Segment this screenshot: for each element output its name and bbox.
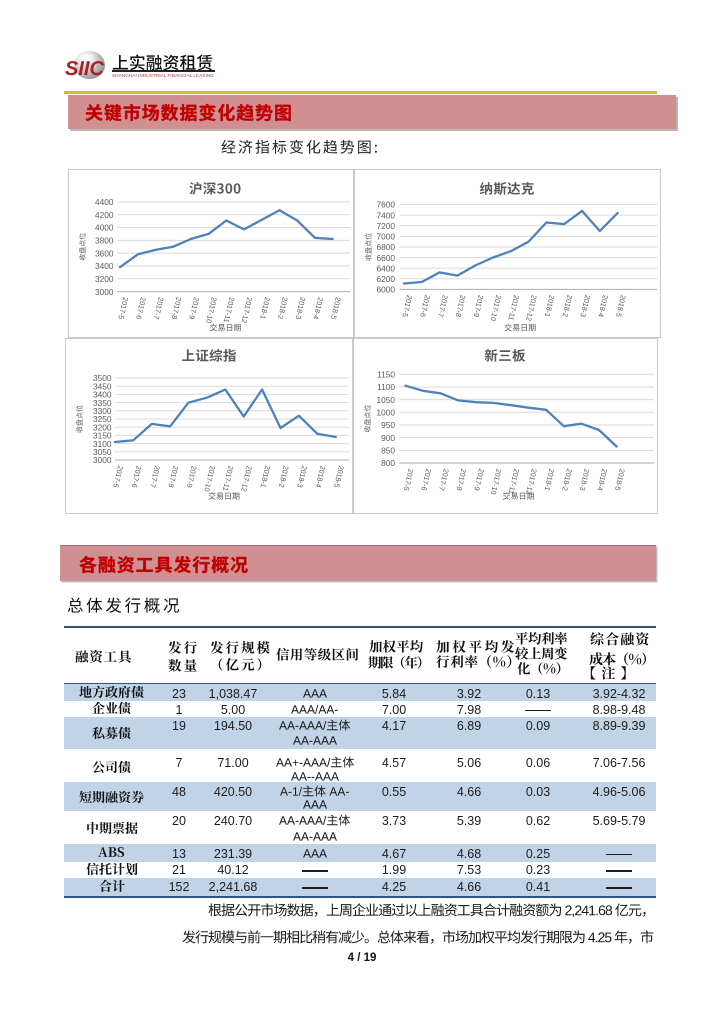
svg-text:2017-12: 2017-12 [240, 296, 255, 324]
svg-text:2017-5: 2017-5 [116, 296, 130, 320]
svg-text:1000: 1000 [377, 408, 396, 418]
svg-text:2018-4: 2018-4 [314, 465, 328, 489]
svg-text:2017-10: 2017-10 [204, 296, 219, 324]
svg-text:3100: 3100 [93, 439, 112, 449]
svg-text:3150: 3150 [93, 431, 112, 441]
svg-text:2017-8: 2017-8 [167, 465, 181, 489]
svg-text:2018-5: 2018-5 [332, 465, 346, 489]
svg-text:4200: 4200 [95, 210, 114, 220]
svg-text:2017-11: 2017-11 [221, 465, 236, 492]
svg-text:2017-9: 2017-9 [472, 468, 486, 492]
svg-text:2018-1: 2018-1 [258, 296, 272, 320]
svg-text:2017-7: 2017-7 [152, 296, 166, 320]
svg-text:4000: 4000 [95, 223, 114, 233]
svg-text:2017-11: 2017-11 [507, 468, 522, 495]
svg-text:3450: 3450 [93, 381, 112, 391]
svg-text:3350: 3350 [93, 398, 112, 408]
svg-text:7000: 7000 [377, 232, 396, 242]
svg-text:2018-2: 2018-2 [277, 465, 291, 489]
svg-text:4400: 4400 [95, 197, 114, 207]
svg-text:6200: 6200 [377, 274, 396, 284]
svg-text:2017-11: 2017-11 [506, 294, 521, 321]
svg-text:2017-5: 2017-5 [402, 468, 416, 492]
svg-text:7200: 7200 [377, 221, 396, 231]
svg-text:3500: 3500 [93, 373, 112, 383]
svg-text:2017-12: 2017-12 [239, 465, 254, 493]
svg-text:800: 800 [381, 458, 395, 468]
svg-text:2018-3: 2018-3 [294, 296, 308, 320]
svg-text:2018-2: 2018-2 [560, 468, 574, 492]
svg-text:3050: 3050 [93, 447, 112, 457]
svg-text:2017-8: 2017-8 [454, 294, 468, 318]
svg-text:2018-4: 2018-4 [311, 296, 325, 320]
svg-text:2017-7: 2017-7 [436, 294, 450, 318]
svg-text:2017-9: 2017-9 [472, 294, 486, 318]
svg-text:2017-12: 2017-12 [524, 468, 539, 496]
svg-text:2017-12: 2017-12 [524, 294, 539, 322]
svg-text:2017-8: 2017-8 [170, 296, 184, 320]
svg-text:3250: 3250 [93, 414, 112, 424]
svg-text:2017-6: 2017-6 [419, 468, 433, 492]
svg-text:2018-5: 2018-5 [613, 468, 627, 492]
svg-text:2017-10: 2017-10 [489, 294, 504, 322]
svg-text:2018-4: 2018-4 [595, 468, 609, 492]
svg-text:2017-7: 2017-7 [148, 465, 162, 489]
svg-text:950: 950 [381, 420, 395, 430]
svg-text:2017-6: 2017-6 [130, 465, 144, 489]
svg-text:1100: 1100 [377, 382, 395, 392]
svg-text:2018-3: 2018-3 [578, 468, 592, 492]
svg-text:2018-4: 2018-4 [596, 294, 610, 318]
svg-text:SHANGHAI INDUSTRIAL FINANCIAL: SHANGHAI INDUSTRIAL FINANCIAL LEASING [112, 73, 214, 78]
svg-text:2017-9: 2017-9 [187, 296, 201, 320]
svg-text:7600: 7600 [377, 200, 396, 210]
svg-text:3800: 3800 [95, 236, 114, 246]
svg-text:3600: 3600 [95, 248, 114, 258]
svg-text:3400: 3400 [93, 390, 112, 400]
svg-text:2018-2: 2018-2 [561, 294, 575, 318]
svg-text:7400: 7400 [377, 210, 396, 220]
svg-text:2017-11: 2017-11 [222, 296, 237, 323]
svg-text:3200: 3200 [93, 422, 112, 432]
svg-text:2017-5: 2017-5 [111, 465, 125, 489]
svg-text:3000: 3000 [93, 455, 112, 465]
svg-text:1050: 1050 [377, 395, 396, 405]
svg-text:2017-6: 2017-6 [134, 296, 148, 320]
svg-text:850: 850 [381, 446, 395, 456]
svg-text:1150: 1150 [377, 370, 395, 380]
svg-text:2017-10: 2017-10 [489, 468, 504, 496]
svg-text:2018-3: 2018-3 [578, 294, 592, 318]
svg-text:2017-7: 2017-7 [437, 468, 451, 492]
svg-text:6800: 6800 [377, 242, 396, 252]
svg-text:2018-5: 2018-5 [614, 294, 628, 318]
svg-text:6400: 6400 [377, 263, 396, 273]
svg-text:6000: 6000 [377, 285, 396, 295]
svg-text:2018-1: 2018-1 [543, 468, 557, 492]
svg-text:2017-8: 2017-8 [455, 468, 469, 492]
svg-text:2017-5: 2017-5 [400, 294, 414, 318]
svg-text:2017-6: 2017-6 [418, 294, 432, 318]
svg-text:6600: 6600 [377, 253, 396, 263]
svg-text:3400: 3400 [95, 261, 114, 271]
svg-text:2018-5: 2018-5 [329, 296, 343, 320]
svg-text:3300: 3300 [93, 406, 112, 416]
svg-text:2017-9: 2017-9 [185, 465, 199, 489]
svg-text:2018-1: 2018-1 [543, 294, 557, 318]
svg-text:2018-1: 2018-1 [259, 465, 273, 489]
svg-text:900: 900 [381, 433, 395, 443]
svg-text:3200: 3200 [95, 274, 114, 284]
svg-text:2018-2: 2018-2 [276, 296, 290, 320]
svg-text:3000: 3000 [95, 287, 114, 297]
svg-text:2017-10: 2017-10 [202, 465, 217, 493]
svg-text:2018-3: 2018-3 [295, 465, 309, 489]
